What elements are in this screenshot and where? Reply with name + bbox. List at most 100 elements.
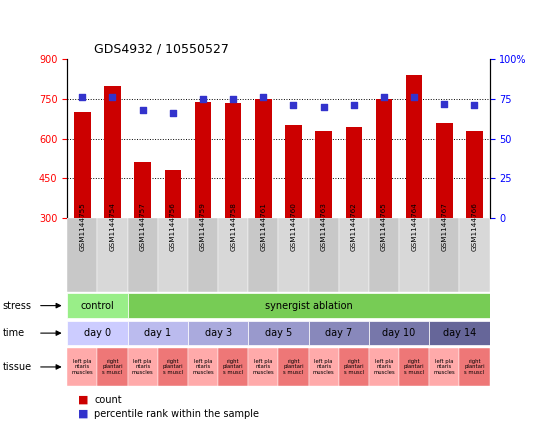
- Text: GSM1144757: GSM1144757: [140, 202, 146, 251]
- Text: GSM1144764: GSM1144764: [411, 202, 417, 251]
- Text: synergist ablation: synergist ablation: [265, 301, 352, 310]
- Bar: [218, 218, 248, 292]
- Bar: [74, 112, 90, 218]
- Point: [470, 102, 479, 109]
- Bar: [279, 218, 309, 292]
- Bar: [67, 218, 97, 292]
- Bar: [158, 348, 188, 386]
- Point: [78, 94, 87, 101]
- Text: day 10: day 10: [383, 328, 416, 338]
- Bar: [195, 102, 211, 218]
- Text: GSM1144758: GSM1144758: [230, 202, 236, 251]
- Text: right
plantari
s muscl: right plantari s muscl: [162, 359, 183, 375]
- Text: GSM1144761: GSM1144761: [260, 202, 266, 251]
- Bar: [459, 348, 490, 386]
- Point: [168, 110, 177, 117]
- Bar: [339, 348, 369, 386]
- Bar: [97, 348, 128, 386]
- Point: [440, 100, 449, 107]
- Bar: [134, 162, 151, 218]
- Text: GSM1144755: GSM1144755: [79, 202, 86, 251]
- Bar: [248, 321, 309, 346]
- Bar: [399, 218, 429, 292]
- Text: right
plantari
s muscl: right plantari s muscl: [464, 359, 485, 375]
- Text: GSM1144754: GSM1144754: [110, 202, 116, 251]
- Text: day 3: day 3: [204, 328, 232, 338]
- Text: day 1: day 1: [144, 328, 171, 338]
- Text: right
plantari
s muscl: right plantari s muscl: [223, 359, 244, 375]
- Bar: [188, 321, 248, 346]
- Bar: [67, 321, 128, 346]
- Text: percentile rank within the sample: percentile rank within the sample: [94, 409, 259, 419]
- Text: left pla
ntaris
muscles: left pla ntaris muscles: [313, 359, 335, 375]
- Text: right
plantari
s muscl: right plantari s muscl: [344, 359, 364, 375]
- Bar: [248, 348, 279, 386]
- Bar: [466, 131, 483, 218]
- Bar: [399, 348, 429, 386]
- Bar: [255, 99, 272, 218]
- Point: [380, 94, 388, 101]
- Bar: [376, 99, 392, 218]
- Bar: [225, 103, 242, 218]
- Bar: [128, 218, 158, 292]
- Text: GSM1144756: GSM1144756: [170, 202, 176, 251]
- Bar: [128, 293, 490, 318]
- Text: ■: ■: [78, 395, 89, 405]
- Bar: [309, 321, 369, 346]
- Bar: [218, 348, 248, 386]
- Point: [229, 96, 237, 102]
- Bar: [429, 321, 490, 346]
- Point: [320, 104, 328, 110]
- Bar: [429, 218, 459, 292]
- Text: left pla
ntaris
muscles: left pla ntaris muscles: [132, 359, 153, 375]
- Text: GSM1144760: GSM1144760: [291, 202, 296, 251]
- Text: tissue: tissue: [3, 362, 32, 372]
- Text: GSM1144759: GSM1144759: [200, 202, 206, 251]
- Point: [108, 94, 117, 101]
- Point: [199, 96, 207, 102]
- Bar: [436, 123, 452, 218]
- Text: left pla
ntaris
muscles: left pla ntaris muscles: [192, 359, 214, 375]
- Text: day 7: day 7: [325, 328, 352, 338]
- Bar: [104, 86, 121, 218]
- Bar: [165, 170, 181, 218]
- Bar: [459, 218, 490, 292]
- Text: left pla
ntaris
muscles: left pla ntaris muscles: [72, 359, 93, 375]
- Text: count: count: [94, 395, 122, 405]
- Text: time: time: [3, 328, 25, 338]
- Text: GSM1144763: GSM1144763: [321, 202, 327, 251]
- Text: GDS4932 / 10550527: GDS4932 / 10550527: [94, 42, 229, 55]
- Bar: [158, 218, 188, 292]
- Text: day 0: day 0: [84, 328, 111, 338]
- Point: [289, 102, 298, 109]
- Text: ■: ■: [78, 409, 89, 419]
- Text: GSM1144767: GSM1144767: [441, 202, 447, 251]
- Point: [410, 94, 419, 101]
- Text: right
plantari
s muscl: right plantari s muscl: [102, 359, 123, 375]
- Bar: [128, 348, 158, 386]
- Bar: [369, 321, 429, 346]
- Bar: [279, 348, 309, 386]
- Point: [350, 102, 358, 109]
- Bar: [309, 348, 339, 386]
- Bar: [188, 218, 218, 292]
- Bar: [369, 218, 399, 292]
- Bar: [67, 293, 128, 318]
- Bar: [248, 218, 279, 292]
- Bar: [67, 348, 97, 386]
- Text: day 5: day 5: [265, 328, 292, 338]
- Bar: [128, 321, 188, 346]
- Bar: [369, 348, 399, 386]
- Text: GSM1144765: GSM1144765: [381, 202, 387, 251]
- Text: GSM1144762: GSM1144762: [351, 202, 357, 251]
- Bar: [339, 218, 369, 292]
- Text: GSM1144766: GSM1144766: [471, 202, 478, 251]
- Text: left pla
ntaris
muscles: left pla ntaris muscles: [434, 359, 455, 375]
- Text: stress: stress: [3, 301, 32, 310]
- Text: left pla
ntaris
muscles: left pla ntaris muscles: [252, 359, 274, 375]
- Bar: [309, 218, 339, 292]
- Text: right
plantari
s muscl: right plantari s muscl: [404, 359, 424, 375]
- Bar: [406, 75, 422, 218]
- Bar: [285, 125, 302, 218]
- Bar: [429, 348, 459, 386]
